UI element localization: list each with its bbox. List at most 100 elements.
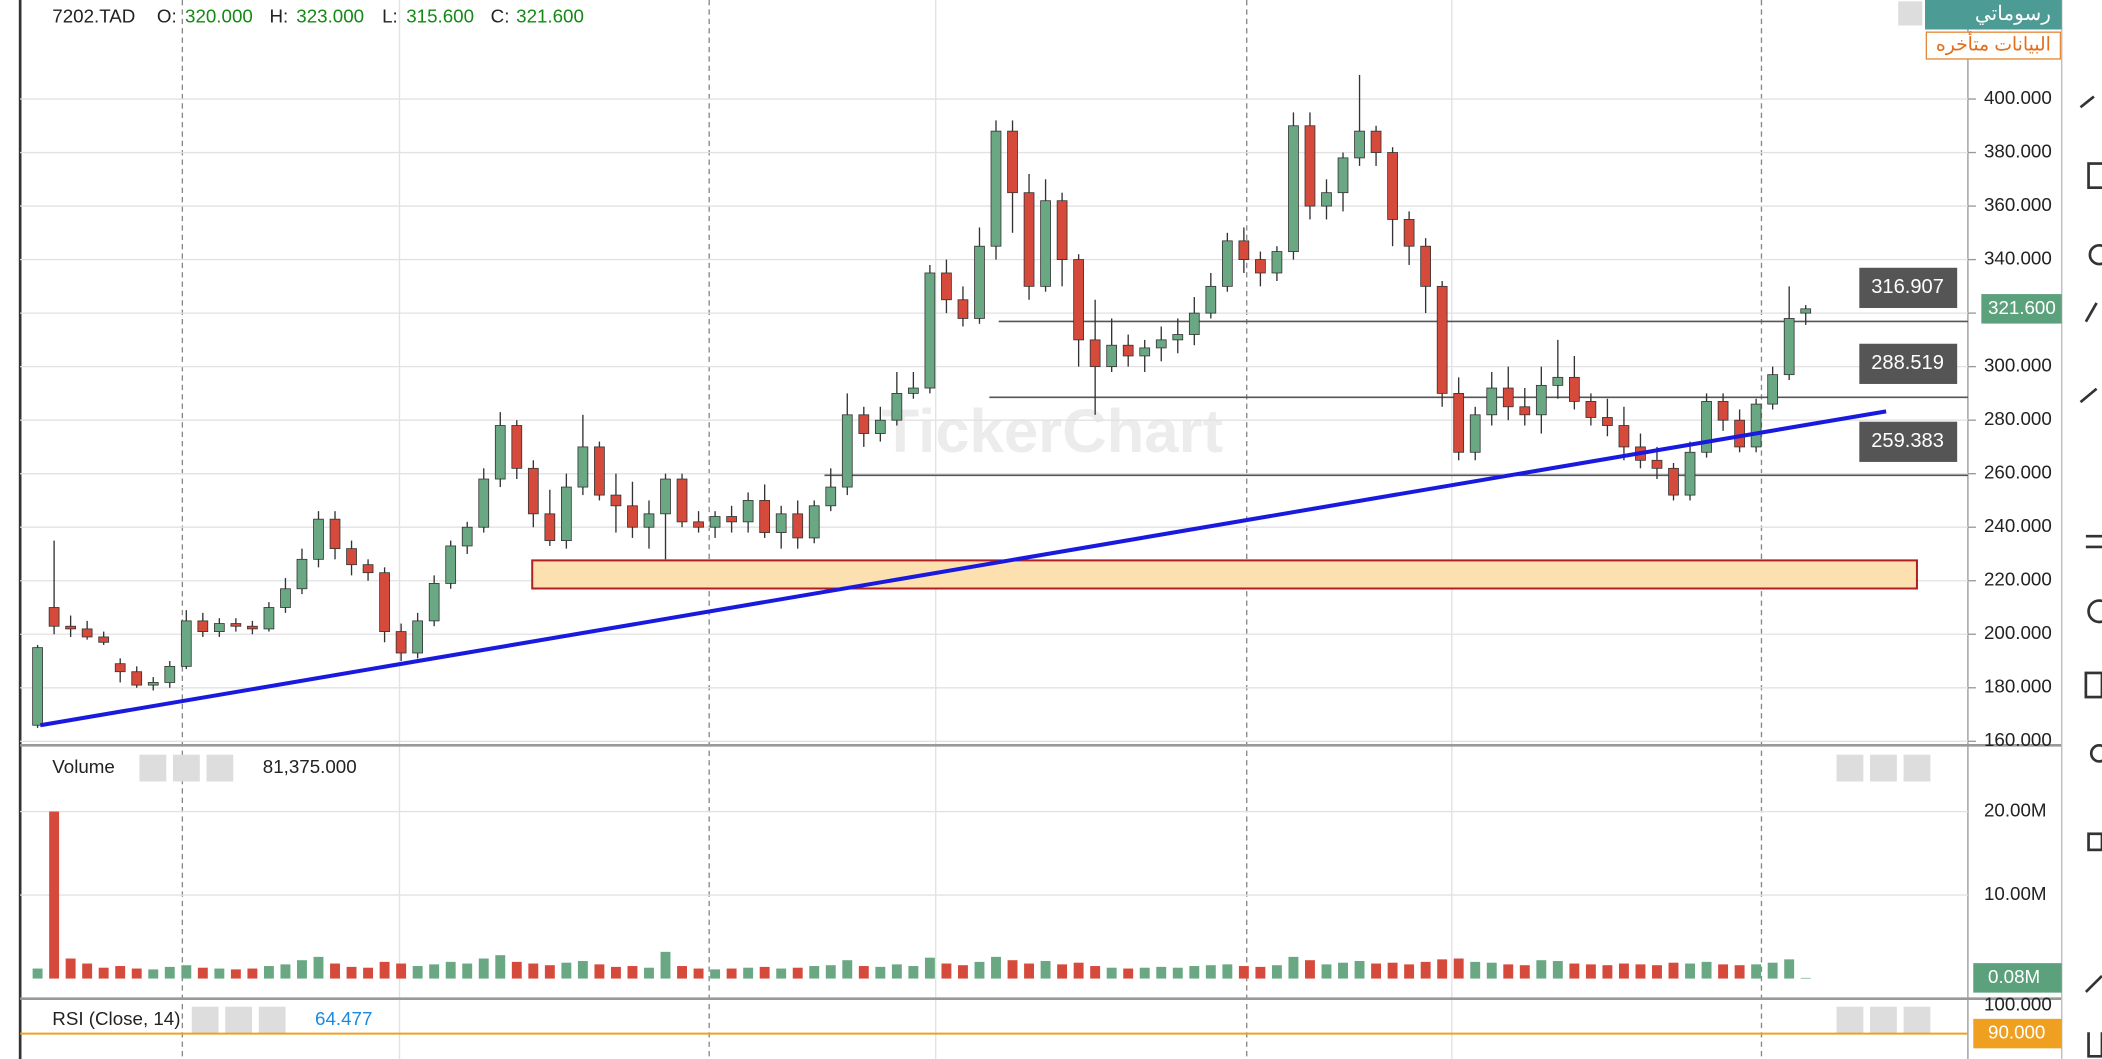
candle-body (1188, 312, 1200, 335)
volume-bar (776, 968, 787, 979)
candle-body (577, 446, 589, 488)
candle-body (1271, 251, 1283, 274)
pane-button[interactable] (1903, 1006, 1931, 1034)
candle-body (164, 665, 176, 683)
volume-bar (577, 961, 588, 979)
candle-body (1221, 240, 1233, 287)
volume-bar (346, 966, 357, 979)
level-label: 288.519 (1871, 352, 1944, 374)
pane-button[interactable] (1903, 754, 1931, 782)
candle-body (825, 486, 837, 507)
ohlc-value: 320.000 (185, 5, 253, 26)
settings-button[interactable] (172, 754, 200, 782)
tool-icon[interactable] (2089, 743, 2102, 763)
volume-bar (528, 963, 539, 979)
candle-body (974, 245, 985, 319)
trendline (39, 409, 1887, 728)
candle-body (1106, 344, 1118, 368)
candle-body (329, 518, 341, 550)
candle-body (1073, 259, 1084, 341)
pane-button[interactable] (1836, 754, 1864, 782)
candle-body (1023, 192, 1035, 287)
tool-icon[interactable] (2087, 599, 2102, 624)
volume-bar (511, 961, 522, 979)
tool-icon[interactable] (2079, 95, 2095, 109)
tool-icon[interactable] (2084, 974, 2102, 993)
volume-bar (1685, 963, 1695, 979)
y-tick-label: 400.000 (1984, 87, 2052, 108)
volume-bar (164, 966, 175, 979)
candle-body (1040, 200, 1051, 287)
visibility-button[interactable] (139, 754, 167, 782)
candle-body (362, 564, 374, 574)
menu-button[interactable] (1898, 1, 1923, 26)
tool-icon[interactable] (2079, 387, 2098, 404)
candle-body (627, 505, 638, 528)
volume-bar (181, 965, 192, 979)
settings-button[interactable] (225, 1006, 253, 1034)
candle-body (1618, 425, 1630, 448)
candle-body (808, 505, 820, 539)
candle-body (197, 620, 209, 632)
y-tick-label: 20.00M (1984, 799, 2047, 820)
candle-body (230, 623, 242, 627)
candle-body (1502, 387, 1514, 408)
y-tick-label: 260.000 (1984, 462, 2052, 483)
volume-bar (1734, 965, 1745, 979)
volume-bar (263, 966, 274, 979)
volume-bar (924, 957, 935, 979)
y-tick-label: 10.00M (1984, 883, 2047, 904)
pane-button[interactable] (1870, 1006, 1897, 1034)
volume-bar (1800, 977, 1811, 979)
candle-body (1519, 406, 1531, 416)
candle-body (1089, 339, 1101, 368)
candle-body (775, 513, 787, 533)
volume-bar (875, 966, 886, 979)
candle-body (461, 526, 473, 547)
volume-bar (1156, 966, 1167, 979)
volume-last-label: 0.08M (1988, 966, 2040, 987)
candle-body (643, 513, 655, 528)
candle-body (1288, 125, 1299, 252)
level-label: 259.383 (1871, 430, 1944, 452)
volume-bar (1486, 962, 1497, 979)
candle-body (1172, 334, 1184, 341)
volume-bar (478, 958, 489, 979)
volume-bar (363, 967, 374, 979)
pane-button[interactable] (1870, 754, 1897, 782)
volume-bar (908, 966, 919, 979)
pane-button[interactable] (1836, 1006, 1864, 1034)
candle-body (1734, 419, 1745, 448)
volume-bar (1090, 966, 1101, 979)
volume-bar (197, 967, 208, 979)
volume-bar (1371, 963, 1382, 979)
volume-bar (974, 961, 985, 979)
visibility-button[interactable] (191, 1006, 219, 1034)
candle-body (131, 671, 143, 686)
close-button[interactable] (258, 1006, 286, 1034)
volume-bar (710, 969, 721, 979)
badge-box (1925, 0, 2062, 30)
volume-bar (759, 966, 770, 979)
tool-icon[interactable] (2088, 243, 2102, 266)
volume-bar (1338, 962, 1348, 979)
y-tick-label: 240.000 (1984, 515, 2052, 536)
tool-icon[interactable] (2084, 302, 2098, 323)
candle-body (32, 647, 43, 726)
candle-body (1122, 344, 1134, 357)
volume-bar (1271, 965, 1282, 979)
volume-bar (957, 965, 968, 979)
candle-body (1783, 318, 1795, 376)
volume-bar (1503, 964, 1514, 979)
candle-body (709, 516, 721, 528)
volume-bar (330, 963, 340, 979)
volume-bar (1519, 965, 1530, 979)
candle-body (527, 467, 539, 515)
close-button[interactable] (206, 754, 234, 782)
volume-bar (148, 969, 159, 979)
y-tick-label: 200.000 (1984, 622, 2052, 643)
volume-bar (1205, 965, 1216, 979)
tool-icon[interactable] (2087, 162, 2102, 190)
volume-bar (280, 964, 291, 979)
